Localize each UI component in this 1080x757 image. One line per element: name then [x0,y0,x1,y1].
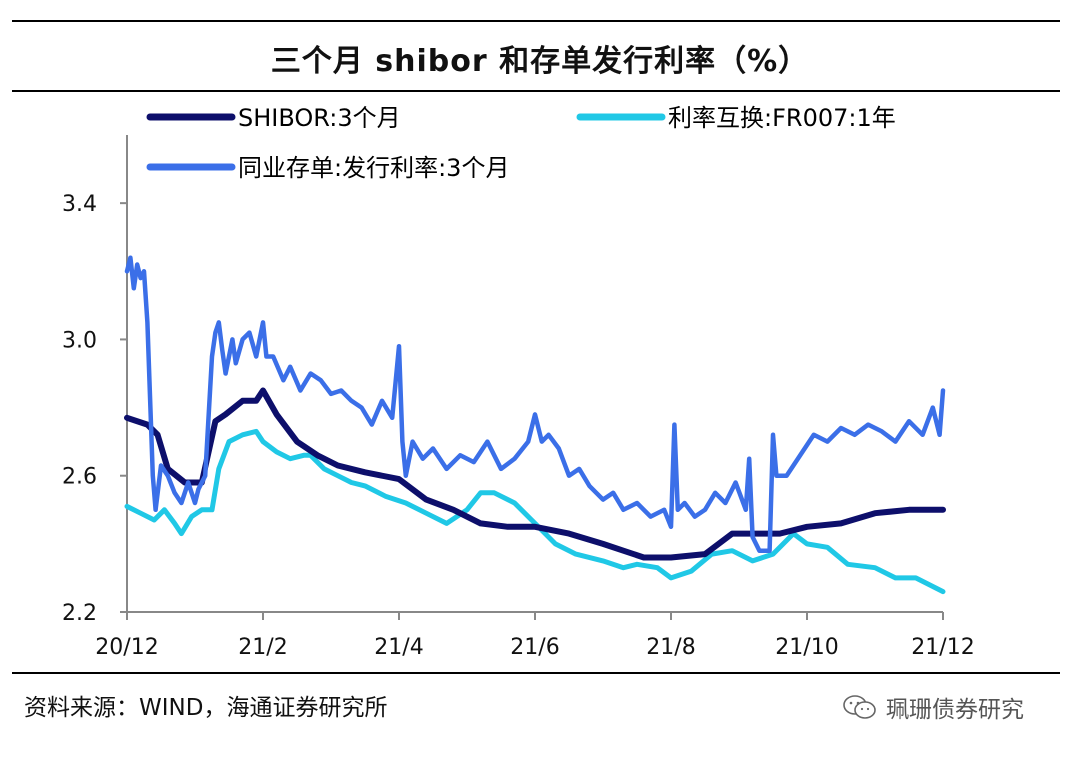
x-tick-label: 21/10 [775,635,838,660]
x-tick-label: 21/2 [238,635,287,660]
legend-label-fr007: 利率互换:FR007:1年 [668,104,896,132]
y-tick-label: 2.6 [62,465,97,490]
series-line-shibor [124,387,946,561]
x-tick-label: 21/4 [374,635,423,660]
y-tick-label: 2.2 [62,601,97,626]
y-tick-label: 3.4 [62,192,97,217]
chart-title: 三个月 shibor 和存单发行利率（%） [270,44,810,79]
wechat-icon [843,695,876,719]
series-line-ncd [124,255,946,553]
x-tick-label: 21/12 [911,635,974,660]
series-line-fr007 [124,428,946,595]
chart-area: SHIBOR:3个月 利率互换:FR007:1年 同业存单:发行利率:3个月 2… [62,104,975,660]
source-note: 资料来源：WIND，海通证券研究所 [24,695,388,721]
watermark-text: 珮珊债券研究 [886,697,1024,723]
legend: SHIBOR:3个月 利率互换:FR007:1年 同业存单:发行利率:3个月 [146,104,896,182]
series-layer [124,255,946,595]
watermark: 珮珊债券研究 [842,690,1024,724]
title-underline [12,90,1060,92]
y-tick-label: 3.0 [62,328,97,353]
legend-label-ncd: 同业存单:发行利率:3个月 [238,154,509,182]
x-tick-label: 20/12 [95,635,158,660]
bottom-rule [12,672,1060,674]
legend-label-shibor: SHIBOR:3个月 [238,104,401,132]
x-tick-label: 21/6 [510,635,559,660]
x-tick-label: 21/8 [646,635,695,660]
axes: 2.2 2.6 3.0 3.4 20/12 21/2 21/4 21/6 21/8 21/10 21… [62,135,975,660]
top-rule [12,20,1060,22]
